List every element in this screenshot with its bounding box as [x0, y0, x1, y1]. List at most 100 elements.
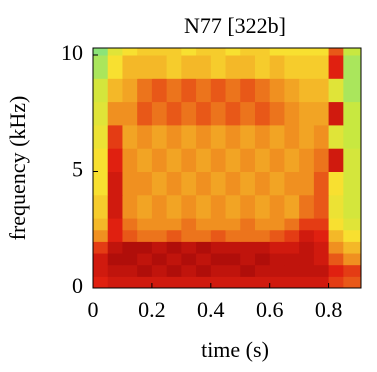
heatmap-cell [240, 101, 256, 126]
heatmap-cell [284, 48, 300, 56]
heatmap-cell [313, 54, 330, 79]
heatmap-cell [210, 229, 227, 242]
heatmap-cell [240, 48, 256, 56]
heatmap-cell [254, 78, 271, 103]
heatmap-cell [254, 218, 271, 231]
heatmap-cell [313, 218, 330, 231]
heatmap-cell [225, 48, 241, 56]
heatmap-cell [181, 101, 197, 126]
y-tick-label: 0 [72, 273, 83, 298]
heatmap-cell [210, 253, 227, 266]
heatmap-cell [299, 241, 315, 254]
heatmap-cell [93, 101, 109, 126]
heatmap-cell [269, 148, 285, 172]
heatmap-cell [299, 229, 315, 242]
heatmap-cell [299, 264, 315, 277]
heatmap-cell [196, 229, 212, 242]
heatmap-cell [284, 253, 300, 266]
heatmap-cell [107, 101, 123, 126]
heatmap-cell [196, 78, 212, 103]
heatmap-cell [137, 101, 153, 126]
heatmap-cell [196, 276, 212, 289]
heatmap-cell [196, 48, 212, 56]
heatmap-cell [225, 54, 241, 79]
heatmap-cell [299, 194, 315, 219]
heatmap-cell [254, 48, 271, 56]
heatmap-cell [122, 124, 138, 149]
heatmap-cell [284, 218, 300, 231]
heatmap-cell [151, 241, 168, 254]
heatmap-cell [313, 229, 330, 242]
heatmap-cell [343, 101, 362, 126]
heatmap-cell [181, 148, 197, 172]
x-tick-label: 0 [88, 297, 99, 322]
heatmap-cell [269, 101, 285, 126]
heatmap-cell [93, 253, 109, 266]
heatmap-cell [254, 124, 271, 149]
heatmap-cell [122, 194, 138, 219]
heatmap-cell [196, 253, 212, 266]
x-tick-label: 0.4 [197, 297, 225, 322]
heatmap-cell [93, 124, 109, 149]
heatmap-cell [93, 241, 109, 254]
heatmap-cell [196, 101, 212, 126]
heatmap-cell [107, 276, 123, 289]
y-tick-label: 10 [61, 40, 83, 65]
heatmap-cell [225, 194, 241, 219]
heatmap-cell [181, 253, 197, 266]
heatmap-cell [210, 148, 227, 172]
heatmap-cell [254, 276, 271, 289]
heatmap-cell [210, 218, 227, 231]
heatmap-cell [137, 54, 153, 79]
chart-title: N77 [322b] [184, 13, 286, 38]
heatmap-cell [181, 194, 197, 219]
heatmap-cell [107, 148, 123, 172]
heatmap-cell [254, 148, 271, 172]
heatmap-cell [328, 101, 344, 126]
heatmap-cell [343, 78, 362, 103]
heatmap-cell [240, 124, 256, 149]
heatmap-cell [313, 101, 330, 126]
heatmap-cell [313, 194, 330, 219]
heatmap-cell [284, 264, 300, 277]
heatmap-cell [181, 218, 197, 231]
heatmap-cell [328, 264, 344, 277]
heatmap-cell [122, 276, 138, 289]
heatmap-cell [137, 253, 153, 266]
heatmap-cell [166, 54, 182, 79]
heatmap-cell [166, 101, 182, 126]
heatmap-cell [137, 171, 153, 196]
heatmap-cell [122, 48, 138, 56]
heatmap-cell [313, 78, 330, 103]
heatmap-cell [196, 194, 212, 219]
heatmap-cell [210, 194, 227, 219]
heatmap-cell [343, 264, 362, 277]
heatmap-cell [299, 101, 315, 126]
heatmap-cell [181, 264, 197, 277]
heatmap-cell [328, 194, 344, 219]
heatmap-cell [137, 241, 153, 254]
heatmap-cell [196, 241, 212, 254]
heatmap-cell [254, 194, 271, 219]
heatmap-cell [137, 148, 153, 172]
heatmap-cell [343, 253, 362, 266]
heatmap-cell [181, 124, 197, 149]
heatmap-cell [269, 78, 285, 103]
heatmap-cell [122, 229, 138, 242]
heatmap-cell [166, 276, 182, 289]
heatmap-cell [328, 241, 344, 254]
heatmap-cell [240, 253, 256, 266]
heatmap-cell [210, 48, 227, 56]
heatmap-cell [166, 241, 182, 254]
heatmap-cell [269, 218, 285, 231]
heatmap-cell [107, 218, 123, 231]
heatmap-cell [240, 264, 256, 277]
heatmap-cell [269, 54, 285, 79]
heatmap-cell [210, 124, 227, 149]
heatmap-cell [93, 194, 109, 219]
heatmap-cell [284, 148, 300, 172]
x-tick-label: 0.8 [315, 297, 343, 322]
heatmap-cell [225, 241, 241, 254]
heatmap-cell [137, 276, 153, 289]
heatmap-cell [210, 276, 227, 289]
